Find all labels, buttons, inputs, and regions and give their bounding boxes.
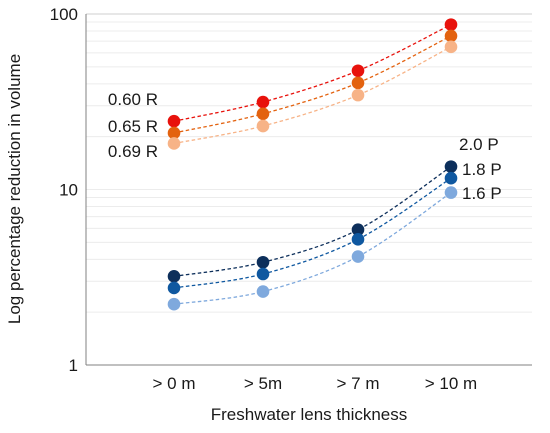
- data-point: [444, 18, 458, 31]
- series-line: [173, 166, 452, 277]
- x-tick-label: > 5m: [244, 374, 282, 393]
- data-point: [167, 137, 181, 150]
- series-line: [173, 46, 452, 145]
- x-axis-label: Freshwater lens thickness: [211, 405, 408, 424]
- data-point: [351, 250, 365, 263]
- series-label: 0.65 R: [108, 117, 158, 136]
- series-label: 2.0 P: [459, 135, 499, 154]
- x-tick-labels: > 0 m > 5m > 7 m > 10 m: [153, 374, 478, 393]
- x-tick-label: > 7 m: [337, 374, 380, 393]
- series-line: [173, 24, 452, 122]
- y-tick-labels: 1 10 100: [50, 5, 78, 375]
- data-point: [444, 186, 458, 199]
- series-layer: [167, 18, 458, 311]
- series-line: [173, 177, 452, 289]
- data-point: [256, 119, 270, 133]
- series-labels: 0.60 R 0.65 R 0.69 R 2.0 P 1.8 P 1.6 P: [108, 90, 502, 203]
- data-point: [444, 29, 458, 43]
- data-point: [167, 297, 181, 311]
- data-point: [351, 233, 365, 246]
- x-tick-label: > 0 m: [153, 374, 196, 393]
- series-label: 0.60 R: [108, 90, 158, 109]
- y-tick-label: 100: [50, 5, 78, 24]
- data-point: [256, 285, 270, 298]
- data-point: [351, 223, 365, 237]
- series-label: 1.6 P: [462, 184, 502, 203]
- data-point: [351, 88, 365, 102]
- data-point: [256, 255, 270, 269]
- series-line: [173, 35, 452, 134]
- data-point: [167, 270, 181, 283]
- data-point: [351, 64, 365, 78]
- data-point: [256, 267, 270, 281]
- data-point: [444, 40, 458, 54]
- data-point: [256, 95, 270, 109]
- data-point: [444, 171, 458, 185]
- y-tick-label: 1: [69, 356, 78, 375]
- series-line: [173, 192, 452, 305]
- data-point: [167, 126, 181, 140]
- data-point: [351, 76, 365, 90]
- x-tick-label: > 10 m: [425, 374, 477, 393]
- data-point: [256, 107, 270, 121]
- series-label: 1.8 P: [462, 160, 502, 179]
- data-point: [444, 160, 458, 173]
- data-point: [167, 281, 181, 295]
- y-axis-label: Log percentage reduction in volume: [5, 54, 24, 324]
- grid: [86, 13, 532, 313]
- series-label: 0.69 R: [108, 142, 158, 161]
- y-tick-label: 10: [59, 181, 78, 200]
- data-point: [167, 114, 181, 128]
